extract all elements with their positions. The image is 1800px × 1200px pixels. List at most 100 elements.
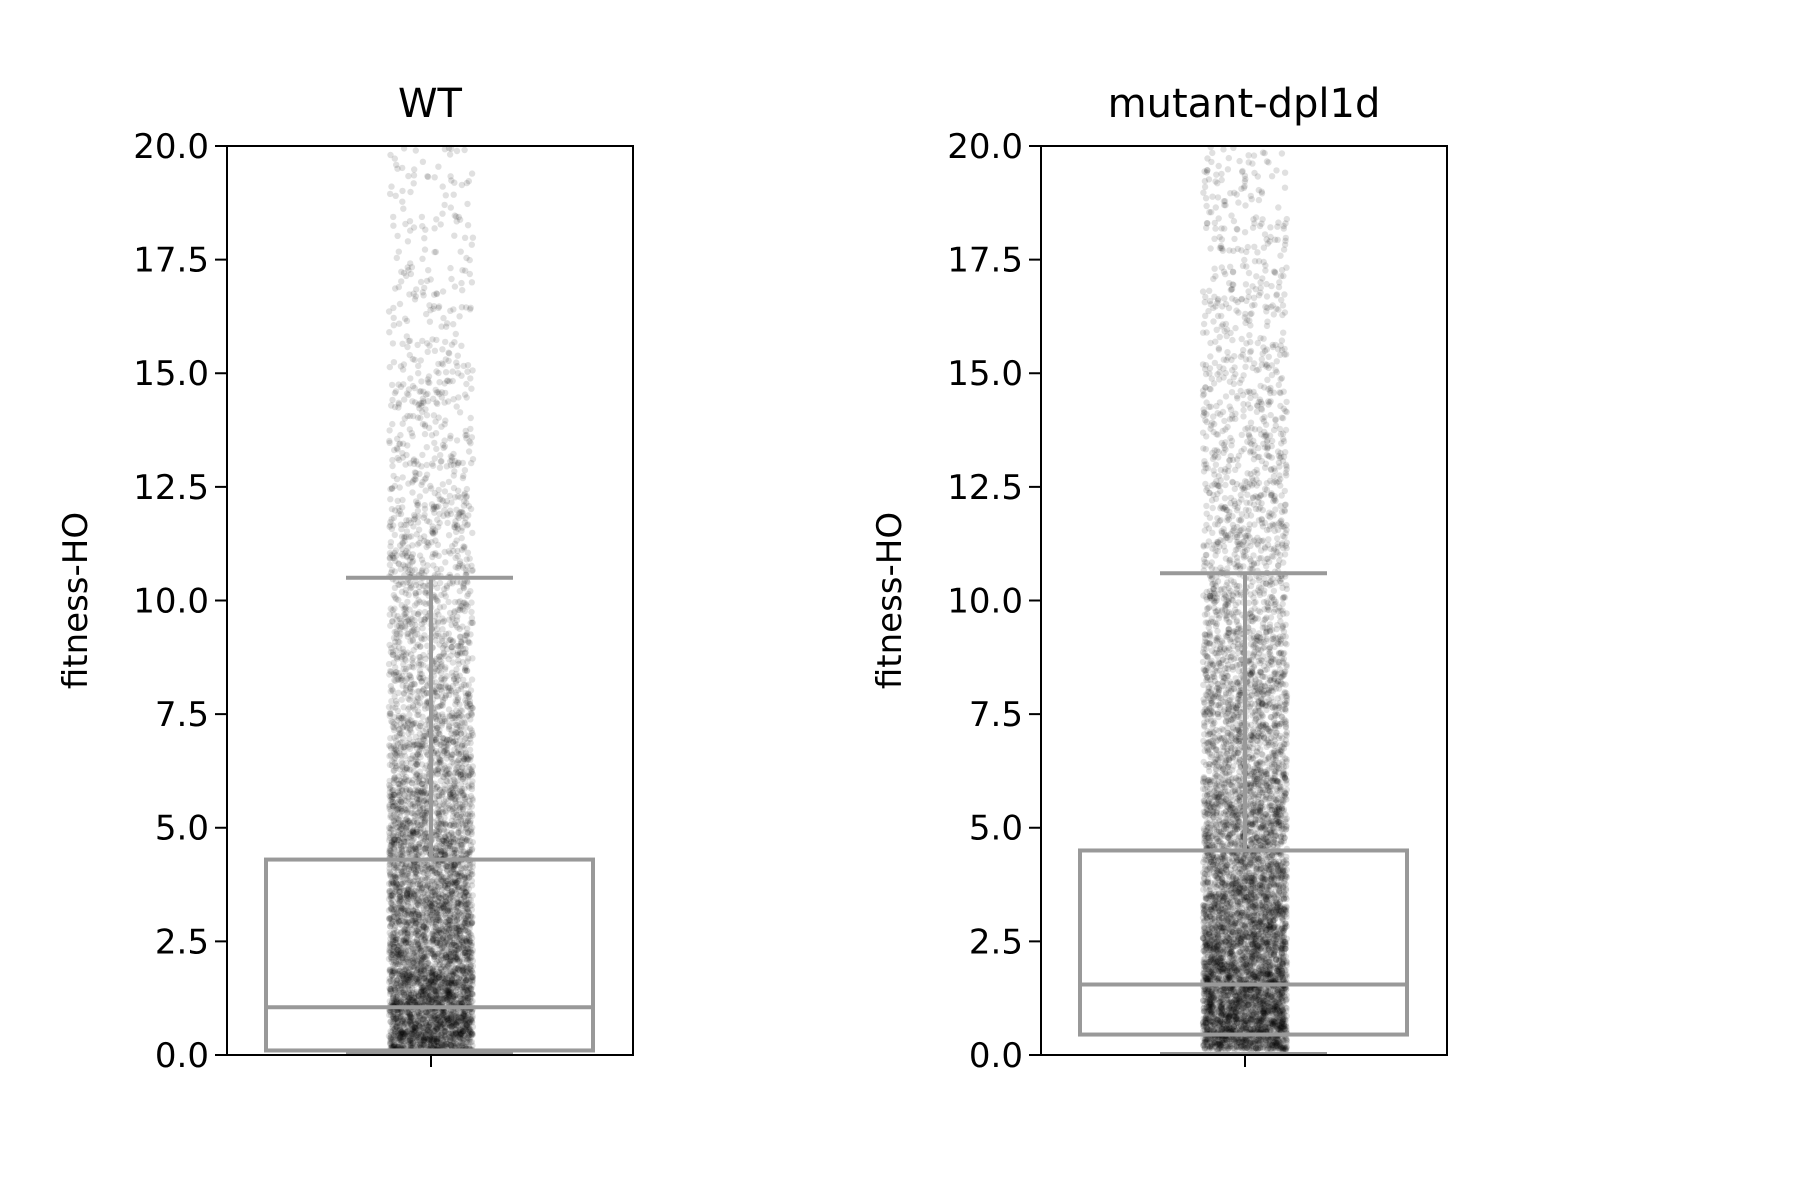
data-point <box>450 866 457 873</box>
data-point <box>447 458 454 465</box>
data-point <box>450 450 457 458</box>
data-point <box>405 978 412 986</box>
data-point <box>441 939 448 946</box>
data-point <box>438 676 445 683</box>
data-point <box>386 437 393 445</box>
data-point <box>418 213 426 221</box>
data-point <box>430 981 437 988</box>
data-point <box>449 543 456 550</box>
data-point <box>407 921 414 929</box>
data-point <box>436 1020 443 1027</box>
data-point <box>438 821 445 828</box>
data-point <box>436 792 443 800</box>
data-point <box>462 986 470 994</box>
data-point <box>386 990 394 998</box>
data-point <box>404 343 411 351</box>
data-point <box>405 903 412 910</box>
data-point <box>424 562 431 569</box>
data-point <box>421 974 428 982</box>
data-point <box>397 624 404 631</box>
data-point <box>404 739 411 747</box>
data-point <box>433 1043 441 1050</box>
data-point <box>387 942 394 949</box>
data-point <box>452 790 459 797</box>
data-point <box>433 216 440 223</box>
data-point <box>424 894 432 902</box>
data-point <box>404 442 411 449</box>
data-point <box>391 155 398 162</box>
data-point <box>447 1037 454 1044</box>
data-point <box>459 1028 466 1035</box>
data-point <box>386 561 394 568</box>
data-point <box>416 493 424 500</box>
data-point <box>396 300 404 308</box>
data-point <box>446 712 453 719</box>
data-point <box>457 972 465 979</box>
data-point <box>399 1008 406 1015</box>
data-point <box>434 1024 441 1032</box>
data-point <box>444 850 452 857</box>
data-point <box>406 672 413 679</box>
data-point <box>447 1035 454 1042</box>
data-point <box>428 1010 435 1017</box>
data-point <box>461 994 468 1001</box>
data-point <box>403 317 411 325</box>
data-point <box>428 994 435 1001</box>
data-point <box>439 1037 447 1044</box>
data-point <box>455 824 462 831</box>
data-point <box>445 740 452 747</box>
data-point <box>411 892 418 899</box>
data-point <box>448 907 455 914</box>
data-point <box>466 746 474 753</box>
data-point <box>418 885 426 892</box>
data-point <box>412 592 420 599</box>
data-point <box>407 227 414 234</box>
data-point <box>458 181 466 189</box>
data-point <box>387 812 394 819</box>
data-point <box>411 955 418 962</box>
data-point <box>446 793 454 800</box>
data-point <box>438 768 446 775</box>
data-point <box>458 923 466 931</box>
data-point <box>389 1034 397 1041</box>
data-point <box>397 729 404 737</box>
data-point <box>413 988 421 995</box>
data-point <box>433 906 441 913</box>
data-point <box>420 987 427 994</box>
data-point <box>432 418 439 425</box>
data-point <box>469 731 477 739</box>
data-point <box>469 947 476 954</box>
data-point <box>463 825 470 832</box>
data-point <box>464 200 471 208</box>
data-point <box>386 427 393 434</box>
data-point <box>403 390 411 397</box>
data-point <box>428 969 435 976</box>
data-point <box>435 929 442 937</box>
panel-title: WT <box>398 81 463 127</box>
data-point <box>469 771 477 778</box>
data-point <box>442 192 449 199</box>
data-point <box>463 431 470 439</box>
data-point <box>401 550 409 557</box>
data-point <box>449 368 456 375</box>
data-point <box>400 648 407 656</box>
data-point <box>396 823 403 830</box>
data-point <box>451 283 459 290</box>
data-point <box>434 1011 441 1019</box>
data-point <box>420 809 427 817</box>
data-point <box>419 255 426 262</box>
data-point <box>443 320 451 327</box>
data-point <box>395 837 402 844</box>
data-point <box>403 981 410 988</box>
data-point <box>410 224 418 231</box>
data-point <box>469 973 476 980</box>
data-point <box>416 751 423 758</box>
data-point <box>435 929 443 936</box>
data-point <box>447 838 455 845</box>
data-point <box>462 1026 469 1033</box>
data-point <box>390 926 398 933</box>
data-point <box>430 986 438 993</box>
data-point <box>416 860 423 867</box>
data-point <box>453 147 461 155</box>
data-point <box>440 902 447 909</box>
